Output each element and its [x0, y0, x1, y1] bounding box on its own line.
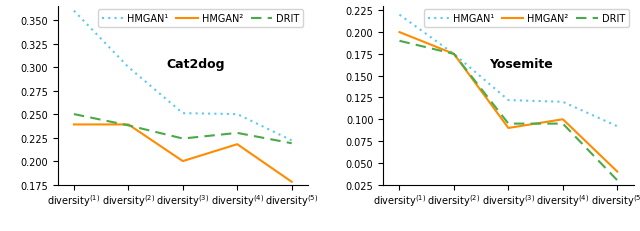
Text: Yosemite: Yosemite [489, 57, 553, 70]
Legend: HMGAN¹, HMGAN², DRIT: HMGAN¹, HMGAN², DRIT [424, 10, 628, 28]
Legend: HMGAN¹, HMGAN², DRIT: HMGAN¹, HMGAN², DRIT [99, 10, 303, 28]
Text: Cat2dog: Cat2dog [166, 57, 225, 70]
